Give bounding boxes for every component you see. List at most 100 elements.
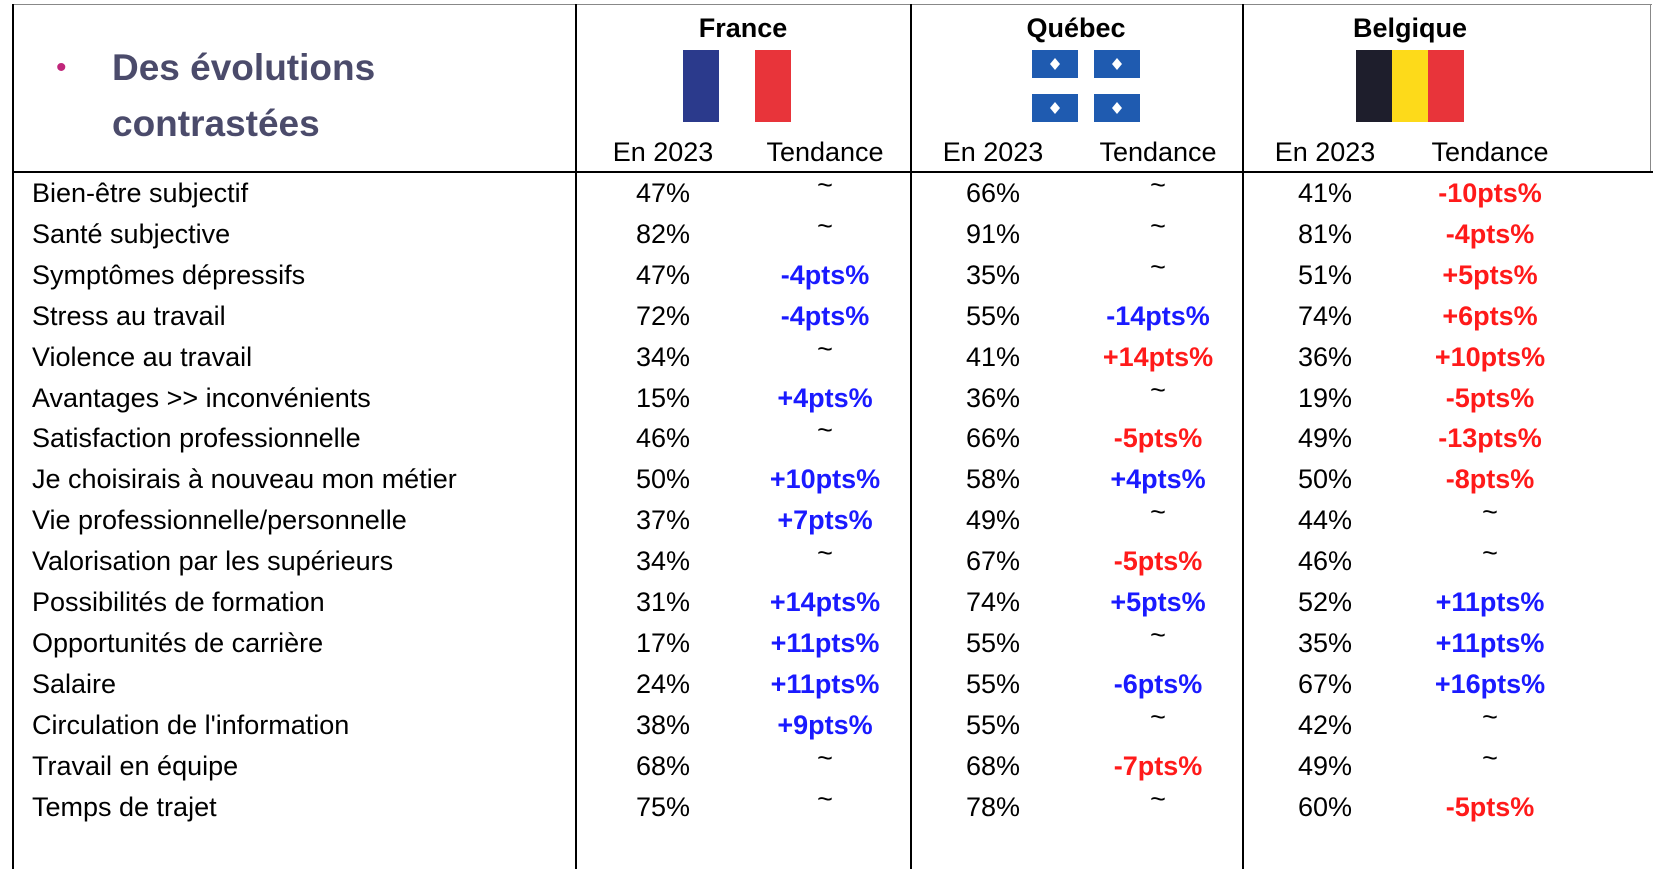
trend-value: ~	[1150, 783, 1166, 814]
row-label: Je choisirais à nouveau mon métier	[32, 464, 457, 495]
trend-value: ~	[817, 170, 833, 200]
value-2023: 75%	[635, 791, 691, 822]
trend-value: -5pts%	[1113, 546, 1203, 577]
value-2023: 50%	[1297, 464, 1353, 495]
trend-value: ~	[1482, 701, 1498, 732]
row-label: Opportunités de carrière	[32, 627, 324, 658]
value-2023: 47%	[635, 259, 691, 290]
country-name: France	[698, 13, 788, 43]
trend-value: ~	[1482, 497, 1498, 528]
column-header: Tendance	[1431, 137, 1549, 167]
value-2023: 31%	[635, 587, 691, 617]
title: Des évolutions contrastées	[112, 47, 376, 144]
trend-value: ~	[817, 538, 833, 569]
trend-value: ~	[1150, 497, 1166, 528]
value-2023: 46%	[635, 423, 691, 454]
row-label: Valorisation par les supérieurs	[32, 546, 394, 577]
trend-value: -14pts%	[1106, 300, 1210, 331]
trend-value: ~	[1482, 742, 1498, 773]
value-2023: 35%	[1297, 627, 1353, 658]
row-label: Satisfaction professionnelle	[32, 423, 361, 454]
value-2023: 68%	[965, 750, 1021, 781]
trend-value: -6pts%	[1113, 668, 1203, 699]
trend-value: -7pts%	[1113, 750, 1203, 781]
trend-value: -5pts%	[1445, 382, 1535, 413]
trend-value: -5pts%	[1113, 423, 1203, 454]
country-name: Québec	[1026, 13, 1126, 43]
value-2023: 44%	[1297, 505, 1353, 536]
trend-value: +11pts%	[770, 668, 880, 699]
value-2023: 41%	[1297, 178, 1353, 208]
value-2023: 47%	[635, 178, 691, 208]
row-label: Vie professionnelle/personnelle	[32, 505, 407, 536]
value-2023: 67%	[1297, 668, 1353, 699]
border-top	[12, 4, 1652, 5]
column-header: Tendance	[1099, 137, 1217, 167]
value-2023: 37%	[635, 505, 691, 536]
trend-value: +10pts%	[769, 464, 881, 495]
row-label: Santé subjective	[32, 218, 231, 249]
trend-value: +4pts%	[777, 382, 873, 413]
value-2023: 49%	[1297, 423, 1353, 454]
column-header: En 2023	[942, 137, 1044, 167]
value-2023: 55%	[965, 709, 1021, 740]
column-header: En 2023	[1274, 137, 1376, 167]
trend-value: ~	[1150, 170, 1166, 200]
value-2023: 82%	[635, 218, 691, 249]
trend-value: ~	[817, 333, 833, 364]
row-label: Symptômes dépressifs	[32, 259, 306, 290]
row-label: Circulation de l'information	[32, 709, 350, 740]
value-2023: 66%	[965, 178, 1021, 208]
trend-value: -5pts%	[1445, 791, 1535, 822]
trend-value: ~	[817, 742, 833, 773]
row-label: Violence au travail	[32, 341, 253, 372]
value-2023: 58%	[965, 464, 1021, 495]
trend-value: -8pts%	[1445, 464, 1535, 495]
value-2023: 24%	[635, 668, 691, 699]
value-2023: 34%	[635, 546, 691, 577]
border-right	[1650, 4, 1651, 172]
trend-value: +6pts%	[1442, 300, 1538, 331]
value-2023: 42%	[1297, 709, 1353, 740]
trend-value: +5pts%	[1442, 259, 1538, 290]
row-label: Bien-être subjectif	[32, 178, 249, 208]
trend-value: -13pts%	[1438, 423, 1542, 454]
trend-value: +14pts%	[1102, 341, 1214, 372]
value-2023: 74%	[1297, 300, 1353, 331]
value-2023: 35%	[965, 259, 1021, 290]
column-header: En 2023	[612, 137, 714, 167]
trend-value: -10pts%	[1438, 178, 1542, 208]
value-2023: 55%	[965, 300, 1021, 331]
trend-value: +4pts%	[1110, 464, 1206, 495]
row-label: Travail en équipe	[32, 750, 239, 781]
value-2023: 60%	[1297, 791, 1353, 822]
trend-value: +7pts%	[777, 505, 873, 536]
flag-belgique	[1356, 50, 1464, 122]
value-2023: 41%	[965, 341, 1021, 372]
trend-value: ~	[1150, 701, 1166, 732]
row-label: Avantages >> inconvénients	[32, 382, 371, 413]
trend-value: +11pts%	[1435, 587, 1545, 617]
value-2023: 17%	[635, 627, 691, 658]
trend-value: ~	[1482, 538, 1498, 569]
value-2023: 49%	[965, 505, 1021, 536]
col-divider	[575, 4, 577, 869]
trend-value: -4pts%	[780, 300, 870, 331]
value-2023: 55%	[965, 668, 1021, 699]
flag-france	[683, 50, 791, 122]
col-divider	[1242, 4, 1244, 869]
row-label: Salaire	[32, 668, 117, 699]
value-2023: 68%	[635, 750, 691, 781]
bullet: •	[56, 51, 67, 84]
border-left	[12, 4, 14, 869]
trend-value: ~	[1150, 374, 1166, 405]
value-2023: 36%	[965, 382, 1021, 413]
value-2023: 34%	[635, 341, 691, 372]
value-2023: 15%	[635, 382, 691, 413]
trend-value: -4pts%	[780, 259, 870, 290]
trend-value: ~	[817, 210, 833, 241]
value-2023: 81%	[1297, 218, 1353, 249]
value-2023: 67%	[965, 546, 1021, 577]
value-2023: 49%	[1297, 750, 1353, 781]
value-2023: 36%	[1297, 341, 1353, 372]
